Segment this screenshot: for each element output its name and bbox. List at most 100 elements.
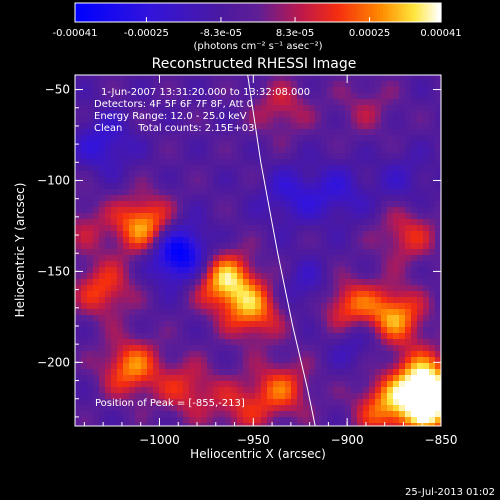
heatmap-cell bbox=[81, 267, 88, 274]
heatmap-cell bbox=[429, 219, 436, 226]
heatmap-cell bbox=[405, 309, 412, 316]
heatmap-cell bbox=[189, 369, 196, 376]
heatmap-cell bbox=[93, 387, 100, 394]
heatmap-cell bbox=[423, 261, 430, 268]
heatmap-cell bbox=[399, 201, 406, 208]
heatmap-cell bbox=[105, 237, 112, 244]
heatmap-cell bbox=[129, 75, 136, 82]
colorbar-cell bbox=[126, 3, 131, 22]
heatmap-cell bbox=[87, 381, 94, 388]
heatmap-cell bbox=[141, 135, 148, 142]
heatmap-cell bbox=[315, 195, 322, 202]
heatmap-cell bbox=[225, 369, 232, 376]
heatmap-cell bbox=[201, 339, 208, 346]
heatmap-cell bbox=[381, 111, 388, 118]
heatmap-cell bbox=[231, 249, 238, 256]
heatmap-cell bbox=[87, 387, 94, 394]
heatmap-cell bbox=[81, 345, 88, 352]
heatmap-cell bbox=[285, 147, 292, 154]
heatmap-cell bbox=[81, 177, 88, 184]
heatmap-cell bbox=[333, 159, 340, 166]
heatmap-cell bbox=[213, 399, 220, 406]
heatmap-cell bbox=[333, 243, 340, 250]
heatmap-cell bbox=[129, 201, 136, 208]
heatmap-cell bbox=[75, 351, 82, 358]
heatmap-cell bbox=[309, 183, 316, 190]
heatmap-cell bbox=[291, 297, 298, 304]
heatmap-cell bbox=[237, 111, 244, 118]
heatmap-cell bbox=[183, 183, 190, 190]
heatmap-cell bbox=[219, 279, 226, 286]
heatmap-cell bbox=[321, 213, 328, 220]
heatmap-cell bbox=[201, 123, 208, 130]
heatmap-cell bbox=[105, 135, 112, 142]
heatmap-cell bbox=[375, 99, 382, 106]
heatmap-cell bbox=[279, 291, 286, 298]
heatmap-cell bbox=[255, 321, 262, 328]
heatmap-cell bbox=[177, 111, 184, 118]
heatmap-cell bbox=[243, 153, 250, 160]
x-tick-label: −950 bbox=[237, 433, 270, 447]
heatmap-cell bbox=[339, 213, 346, 220]
heatmap-cell bbox=[393, 315, 400, 322]
heatmap-cell bbox=[393, 357, 400, 364]
heatmap-cell bbox=[123, 249, 130, 256]
heatmap-cell bbox=[171, 291, 178, 298]
heatmap-cell bbox=[309, 117, 316, 124]
heatmap-cell bbox=[207, 297, 214, 304]
heatmap-cell bbox=[327, 291, 334, 298]
heatmap-cell bbox=[327, 99, 334, 106]
heatmap-cell bbox=[105, 255, 112, 262]
heatmap-cell bbox=[243, 411, 250, 418]
heatmap-cell bbox=[99, 351, 106, 358]
heatmap-cell bbox=[381, 387, 388, 394]
heatmap-cell bbox=[345, 297, 352, 304]
heatmap-cell bbox=[405, 195, 412, 202]
heatmap-cell bbox=[411, 267, 418, 274]
heatmap-cell bbox=[207, 315, 214, 322]
heatmap-cell bbox=[183, 231, 190, 238]
heatmap-cell bbox=[105, 279, 112, 286]
heatmap-cell bbox=[123, 147, 130, 154]
heatmap-cell bbox=[105, 147, 112, 154]
heatmap-cell bbox=[213, 267, 220, 274]
heatmap-cell bbox=[123, 141, 130, 148]
colorbar-cell bbox=[300, 3, 305, 22]
heatmap-cell bbox=[267, 261, 274, 268]
heatmap-cell bbox=[429, 327, 436, 334]
heatmap-cell bbox=[135, 111, 142, 118]
heatmap-cell bbox=[327, 111, 334, 118]
heatmap-cell bbox=[93, 315, 100, 322]
heatmap-cell bbox=[333, 267, 340, 274]
heatmap-cell bbox=[405, 81, 412, 88]
heatmap-cell bbox=[339, 255, 346, 262]
heatmap-cell bbox=[387, 75, 394, 82]
heatmap-cell bbox=[429, 207, 436, 214]
heatmap-cell bbox=[381, 405, 388, 412]
heatmap-cell bbox=[201, 195, 208, 202]
heatmap-cell bbox=[111, 369, 118, 376]
heatmap-cell bbox=[285, 207, 292, 214]
heatmap-cell bbox=[225, 351, 232, 358]
heatmap-cell bbox=[393, 297, 400, 304]
heatmap-cell bbox=[273, 105, 280, 112]
heatmap-cell bbox=[111, 183, 118, 190]
heatmap-cell bbox=[99, 183, 106, 190]
heatmap-cell bbox=[429, 393, 436, 400]
heatmap-cell bbox=[279, 189, 286, 196]
heatmap-cell bbox=[129, 411, 136, 418]
heatmap-cell bbox=[327, 393, 334, 400]
heatmap-cell bbox=[129, 333, 136, 340]
heatmap-cell bbox=[423, 225, 430, 232]
heatmap-cell bbox=[135, 117, 142, 124]
heatmap-cell bbox=[159, 165, 166, 172]
heatmap-cell bbox=[147, 279, 154, 286]
heatmap-cell bbox=[93, 321, 100, 328]
heatmap-cell bbox=[87, 321, 94, 328]
heatmap-cell bbox=[315, 309, 322, 316]
heatmap-cell bbox=[291, 87, 298, 94]
heatmap-cell bbox=[321, 87, 328, 94]
heatmap-cell bbox=[393, 255, 400, 262]
heatmap-cell bbox=[321, 423, 328, 426]
heatmap-cell bbox=[369, 357, 376, 364]
